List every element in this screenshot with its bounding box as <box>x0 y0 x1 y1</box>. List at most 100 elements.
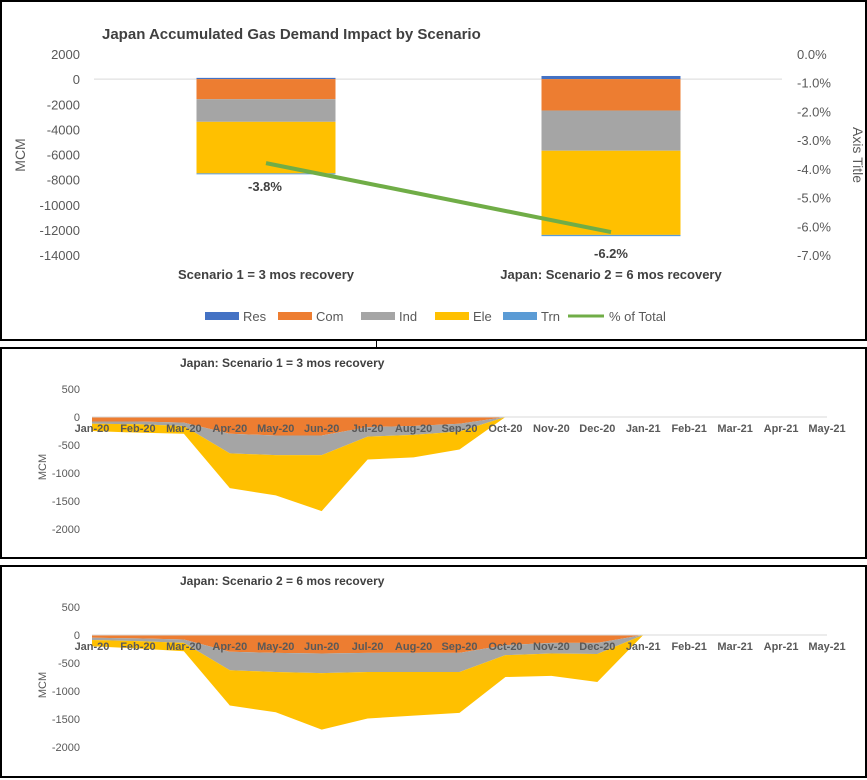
legend-swatch-ele <box>435 312 469 320</box>
y-tick-label: -1000 <box>52 686 80 698</box>
y2-tick-label: -4.0% <box>797 162 831 177</box>
x-tick-label: Dec-20 <box>579 423 615 435</box>
legend-label: Res <box>243 309 267 324</box>
area-series-com <box>92 417 506 436</box>
y2-tick-label: -6.0% <box>797 219 831 234</box>
x-tick-label: Feb-21 <box>671 641 706 653</box>
pct-of-total-line <box>265 161 612 234</box>
x-tick-label: Mar-20 <box>166 423 201 435</box>
x-tick-label: Jun-20 <box>304 641 339 653</box>
x-tick-label: Dec-20 <box>579 641 615 653</box>
y2-tick-label: -7.0% <box>797 248 831 263</box>
y-tick-label: -1000 <box>52 468 80 480</box>
x-tick-label: Feb-20 <box>120 423 155 435</box>
x-tick-label: Apr-21 <box>764 641 799 653</box>
bar-segment-ind <box>196 99 336 122</box>
chart-title: Japan Accumulated Gas Demand Impact by S… <box>102 26 481 43</box>
y-tick-label: -500 <box>58 440 80 452</box>
y-tick-label: -1500 <box>52 714 80 726</box>
x-tick-label: Sep-20 <box>441 423 477 435</box>
x-tick-label: Jan-21 <box>626 423 661 435</box>
x-tick-label: Jan-20 <box>75 641 110 653</box>
x-tick-label: Jun-20 <box>304 423 339 435</box>
panel-connector-line <box>376 340 377 348</box>
x-tick-label: Mar-21 <box>717 641 752 653</box>
chart-title: Japan: Scenario 1 = 3 mos recovery <box>180 356 385 370</box>
y2-tick-label: -3.0% <box>797 133 831 148</box>
x-tick-label: Jan-21 <box>626 641 661 653</box>
x-tick-label: Nov-20 <box>533 423 570 435</box>
x-tick-label: Jul-20 <box>352 423 384 435</box>
y-tick-label: -8000 <box>47 173 80 188</box>
y-tick-label: -2000 <box>52 524 80 536</box>
legend-swatch-trn <box>503 312 537 320</box>
y2-tick-label: 0.0% <box>797 47 827 62</box>
bar-segment-trn <box>196 173 336 175</box>
scenario-2-area-chart: Japan: Scenario 2 = 6 mos recovery 500 0 -5… <box>37 574 846 754</box>
legend-label: Ind <box>399 309 417 324</box>
bar-segment-com <box>541 79 681 111</box>
x-tick-label: Sep-20 <box>441 641 477 653</box>
bar-segment-ind <box>541 110 681 151</box>
x-tick-label: May-20 <box>257 641 294 653</box>
scenario-comparison-chart: Japan Accumulated Gas Demand Impact by S… <box>12 26 866 324</box>
x-tick-label: May-20 <box>257 423 294 435</box>
y-tick-label: 0 <box>73 72 80 87</box>
bar-segment-res <box>196 77 336 80</box>
legend-swatch-res <box>205 312 239 320</box>
y-tick-label: -10000 <box>40 198 80 213</box>
y2-axis-label: Axis Title <box>850 127 866 183</box>
x-tick-label: Feb-20 <box>120 641 155 653</box>
x-tick-label: Apr-20 <box>212 423 247 435</box>
x-tick-label: Jan-20 <box>75 423 110 435</box>
y-tick-label: -4000 <box>47 122 80 137</box>
y2-tick-label: -5.0% <box>797 191 831 206</box>
scenario-comparison-chart-panel: Japan Accumulated Gas Demand Impact by S… <box>0 0 867 341</box>
area-series-ind <box>92 417 506 456</box>
chart-title: Japan: Scenario 2 = 6 mos recovery <box>180 574 385 588</box>
y-tick-label: -12000 <box>40 223 80 238</box>
y-tick-label: 0 <box>74 412 80 424</box>
area-series-ind <box>92 635 644 674</box>
y-tick-label: -2000 <box>47 97 80 112</box>
y2-tick-label: -2.0% <box>797 104 831 119</box>
legend-label: Com <box>316 309 343 324</box>
bar-segment-res <box>541 75 681 80</box>
x-tick-label: Apr-20 <box>212 641 247 653</box>
bar-segment-trn <box>541 234 681 237</box>
y-tick-label: -1500 <box>52 496 80 508</box>
x-tick-label: Aug-20 <box>395 641 432 653</box>
x-category-label: Japan: Scenario 2 = 6 mos recovery <box>500 267 722 282</box>
y2-tick-label: -1.0% <box>797 76 831 91</box>
x-tick-label: Aug-20 <box>395 423 432 435</box>
area-series-ele <box>92 635 644 730</box>
pct-data-label: -3.8% <box>248 179 282 194</box>
x-tick-label: Nov-20 <box>533 641 570 653</box>
y-axis-label: MCM <box>12 138 28 171</box>
scenario-1-area-chart: Japan: Scenario 1 = 3 mos recovery 500 0 -5… <box>37 356 846 536</box>
y-tick-label: 500 <box>62 602 80 614</box>
x-category-label: Scenario 1 = 3 mos recovery <box>178 267 355 282</box>
scenario-2-chart-panel: Japan: Scenario 2 = 6 mos recovery 500 0 -5… <box>0 565 867 778</box>
legend-label: Trn <box>541 309 560 324</box>
x-tick-label: Mar-21 <box>717 423 752 435</box>
x-tick-label: May-21 <box>808 423 845 435</box>
legend-swatch-ind <box>361 312 395 320</box>
bar-segment-com <box>196 79 336 100</box>
y-axis-label: MCM <box>37 672 49 698</box>
y-tick-label: -2000 <box>52 742 80 754</box>
x-tick-label: Mar-20 <box>166 641 201 653</box>
x-tick-label: Oct-20 <box>488 423 522 435</box>
scenario-1-chart-panel: Japan: Scenario 1 = 3 mos recovery 500 0 -5… <box>0 347 867 559</box>
y-tick-label: 2000 <box>51 47 80 62</box>
y-tick-label: 0 <box>74 630 80 642</box>
x-tick-label: May-21 <box>808 641 845 653</box>
bar-segment-ele <box>196 121 336 174</box>
legend-label: Ele <box>473 309 492 324</box>
y-axis-label: MCM <box>37 454 49 480</box>
x-tick-label: Jul-20 <box>352 641 384 653</box>
y-tick-label: 500 <box>62 384 80 396</box>
pct-data-label: -6.2% <box>594 246 628 261</box>
y-tick-label: -6000 <box>47 148 80 163</box>
legend-label: % of Total <box>609 309 666 324</box>
